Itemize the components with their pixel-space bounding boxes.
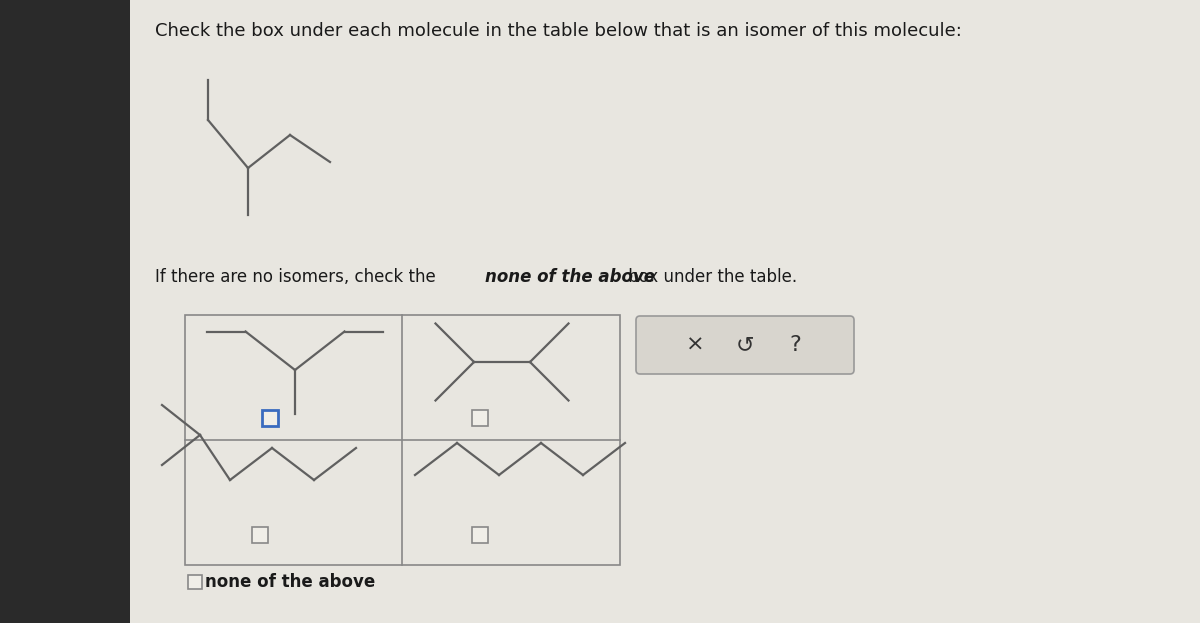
Bar — [262, 410, 278, 426]
Text: Check the box under each molecule in the table below that is an isomer of this m: Check the box under each molecule in the… — [155, 22, 962, 40]
Bar — [472, 410, 488, 426]
Text: box under the table.: box under the table. — [623, 268, 797, 286]
Text: none of the above: none of the above — [205, 573, 376, 591]
Bar — [472, 527, 488, 543]
Text: ?: ? — [790, 335, 800, 355]
FancyBboxPatch shape — [636, 316, 854, 374]
Text: If there are no isomers, check the: If there are no isomers, check the — [155, 268, 442, 286]
Bar — [185, 315, 620, 565]
Text: ×: × — [685, 335, 704, 355]
Text: ↺: ↺ — [736, 335, 755, 355]
Text: none of the above: none of the above — [485, 268, 655, 286]
Bar — [188, 575, 202, 589]
Bar — [130, 0, 1200, 623]
Bar — [252, 527, 268, 543]
Bar — [0, 0, 130, 623]
